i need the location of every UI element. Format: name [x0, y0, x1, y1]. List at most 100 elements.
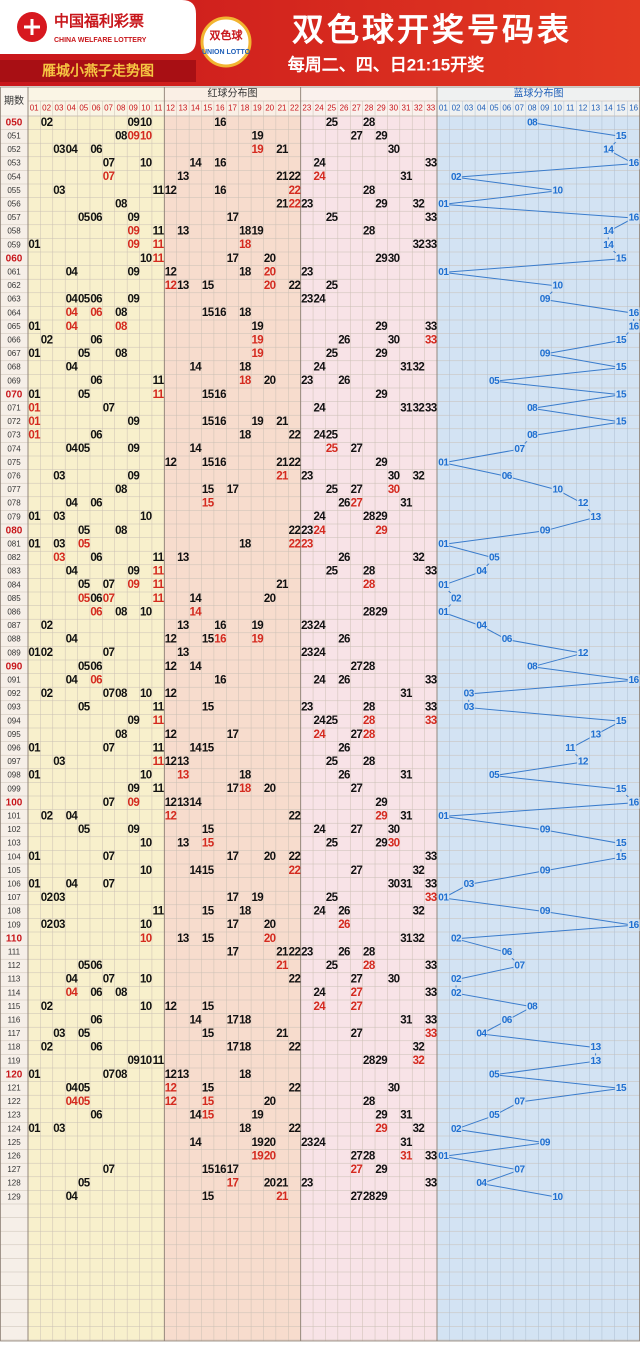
red-col-label: 21 — [278, 104, 287, 113]
blue-cell — [627, 157, 640, 170]
red-number: 16 — [214, 158, 226, 170]
blue-cell — [526, 117, 538, 129]
red-number: 02 — [41, 688, 53, 700]
period: 086 — [7, 608, 21, 617]
blue-cell — [462, 701, 475, 714]
red-number: 33 — [425, 851, 437, 863]
red-col-label: 25 — [327, 104, 336, 113]
red-number: 07 — [103, 974, 115, 986]
red-number: 11 — [153, 579, 165, 591]
red-col-label: 12 — [166, 104, 175, 113]
red-number: 17 — [227, 1042, 239, 1054]
zone-bg — [28, 87, 165, 1341]
red-number: 23 — [301, 294, 313, 306]
red-number: 12 — [165, 797, 177, 809]
red-number: 04 — [66, 878, 79, 890]
blue-cell — [539, 1137, 551, 1149]
red-number: 09 — [128, 212, 140, 224]
red-number: 14 — [190, 1137, 203, 1149]
red-number: 24 — [313, 715, 326, 727]
blue-cell — [627, 797, 640, 809]
red-number: 31 — [400, 498, 413, 510]
red-number: 27 — [351, 1164, 363, 1176]
blue-number: 09 — [540, 1137, 551, 1148]
red-number: 01 — [28, 416, 41, 428]
red-number: 13 — [177, 770, 189, 782]
red-number: 11 — [153, 1055, 165, 1067]
period: 104 — [7, 852, 21, 861]
red-number: 03 — [53, 144, 65, 156]
blue-cell — [488, 1069, 500, 1081]
red-col-label: 24 — [315, 104, 324, 113]
red-number: 12 — [165, 1069, 177, 1081]
red-number: 19 — [251, 321, 263, 333]
red-number: 28 — [363, 756, 376, 768]
red-number: 15 — [202, 416, 215, 428]
period-col-bg — [0, 87, 28, 1341]
red-number: 23 — [301, 538, 313, 550]
red-number: 17 — [227, 1164, 239, 1176]
period: 115 — [8, 1002, 21, 1011]
blue-number: 14 — [603, 226, 614, 237]
red-number: 22 — [289, 865, 301, 877]
blue-cell — [627, 212, 640, 224]
red-number: 11 — [153, 906, 165, 918]
red-number: 01 — [28, 511, 41, 523]
period: 108 — [7, 907, 21, 916]
red-number: 33 — [425, 321, 437, 333]
red-number: 18 — [239, 362, 252, 374]
blue-col-label: 03 — [464, 104, 473, 113]
red-number: 05 — [78, 661, 91, 673]
red-number: 18 — [239, 266, 252, 278]
red-number: 04 — [66, 810, 79, 822]
period: 076 — [7, 472, 21, 481]
blue-number: 07 — [514, 961, 525, 972]
red-number: 30 — [388, 144, 400, 156]
blue-number: 15 — [616, 362, 627, 373]
red-number: 30 — [388, 1082, 400, 1094]
red-number: 12 — [165, 756, 177, 768]
blue-number: 15 — [616, 335, 627, 346]
blue-cell — [589, 1041, 602, 1054]
red-number: 10 — [140, 253, 152, 265]
blue-col-label: 12 — [578, 104, 587, 113]
blue-number: 06 — [502, 634, 513, 645]
red-number: 27 — [351, 1150, 363, 1162]
blue-number: 07 — [514, 1097, 525, 1108]
red-number: 06 — [90, 144, 102, 156]
red-number: 26 — [338, 334, 350, 346]
red-number: 33 — [425, 334, 437, 346]
red-number: 02 — [41, 117, 53, 129]
red-number: 29 — [375, 525, 387, 537]
blue-number: 16 — [629, 920, 640, 931]
red-number: 17 — [227, 892, 239, 904]
red-col-label: 05 — [79, 104, 88, 113]
red-number: 17 — [227, 851, 239, 863]
blue-col-label: 06 — [502, 104, 511, 113]
red-number: 29 — [375, 389, 387, 401]
blue-number: 15 — [616, 838, 627, 849]
red-number: 27 — [351, 130, 363, 142]
period: 080 — [6, 525, 23, 536]
red-number: 07 — [103, 1164, 115, 1176]
red-number: 33 — [425, 715, 437, 727]
red-number: 03 — [53, 470, 65, 482]
blue-number: 02 — [451, 988, 462, 999]
red-number: 09 — [128, 416, 140, 428]
period: 050 — [6, 117, 23, 128]
red-number: 06 — [90, 661, 102, 673]
red-number: 16 — [214, 185, 226, 197]
red-number: 18 — [239, 430, 252, 442]
red-number: 06 — [90, 307, 102, 319]
red-number: 21 — [276, 470, 289, 482]
red-number: 09 — [128, 443, 140, 455]
red-number: 05 — [78, 443, 91, 455]
red-number: 29 — [375, 348, 387, 360]
red-col-label: 28 — [364, 104, 373, 113]
red-number: 19 — [251, 620, 263, 632]
red-number: 17 — [227, 729, 239, 741]
red-number: 27 — [351, 783, 363, 795]
red-number: 02 — [41, 620, 53, 632]
period: 118 — [8, 1043, 21, 1052]
red-number: 17 — [227, 783, 239, 795]
